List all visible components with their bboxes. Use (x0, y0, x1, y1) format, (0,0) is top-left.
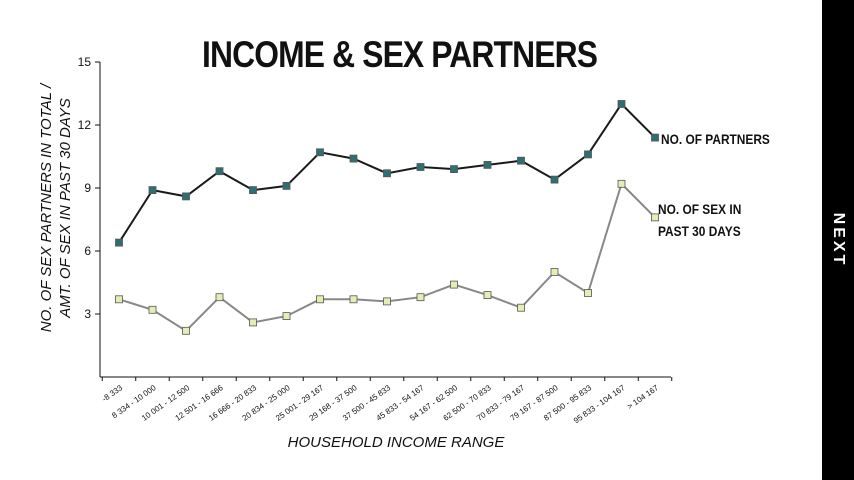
series-2-point (148, 305, 157, 314)
x-axis-label: HOUSEHOLD INCOME RANGE (287, 434, 505, 451)
series-1-point (416, 163, 425, 171)
series-1-point (115, 238, 123, 247)
series-1-point (349, 154, 358, 163)
y-tick-label: 12 (78, 118, 92, 132)
series-2-point (215, 293, 224, 302)
series-1-point (584, 150, 592, 159)
series-1-point (517, 156, 525, 165)
next-label: NEXT (830, 212, 847, 268)
series-line-2 (118, 181, 656, 333)
y-axis-label-line2: AMT. OF SEX IN PAST 30 DAYS (57, 98, 74, 318)
series-1-point (450, 165, 458, 174)
series-2-point (450, 280, 458, 289)
series-1-point (148, 186, 157, 195)
series-1-point (651, 133, 659, 142)
series-1-point (383, 169, 391, 178)
series-1-point (483, 160, 492, 169)
x-tick-label: -8 333 (100, 383, 124, 404)
series-2-point (282, 312, 291, 321)
series-2-point (416, 293, 425, 302)
series-1-point (249, 186, 257, 195)
next-button[interactable]: NEXT (822, 0, 854, 480)
series-1-point (316, 148, 324, 157)
series-2-point (115, 295, 123, 304)
y-axis-label: NO. OF SEX PARTNERS IN TOTAL / AMT. OF S… (37, 84, 75, 332)
y-tick-label: 9 (84, 181, 91, 195)
series-2-point (651, 213, 659, 222)
series-2-point (249, 318, 257, 327)
series-1-point (182, 192, 190, 201)
y-tick-label: 15 (78, 55, 92, 69)
series-1-point (617, 100, 626, 108)
series-2-point (383, 297, 391, 306)
series-2-point (316, 295, 324, 304)
series-1-point (550, 175, 559, 184)
legend-partners: NO. OF PARTNERS (661, 131, 770, 147)
series-2-point (349, 295, 358, 304)
series-1-point (215, 167, 224, 176)
series-2-point (517, 303, 525, 312)
series-2-point (483, 291, 492, 300)
chart-title: INCOME & SEX PARTNERS (202, 34, 598, 75)
x-tick-label: > 104 167 (626, 383, 661, 411)
series-2-point (550, 268, 559, 276)
series-2-point (182, 326, 190, 335)
y-axis-label-line1: NO. OF SEX PARTNERS IN TOTAL / (38, 83, 55, 333)
series-2-point (584, 289, 592, 297)
y-tick-label: 3 (84, 307, 91, 321)
series-1-point (282, 181, 291, 190)
legend-sex-line1: NO. OF SEX IN (658, 201, 742, 217)
legend-sex-past-30-days: NO. OF SEX IN PAST 30 DAYS (658, 198, 741, 242)
legend-sex-line2: PAST 30 DAYS (658, 223, 741, 239)
series-2-point (617, 179, 626, 188)
y-tick-label: 6 (84, 244, 91, 258)
